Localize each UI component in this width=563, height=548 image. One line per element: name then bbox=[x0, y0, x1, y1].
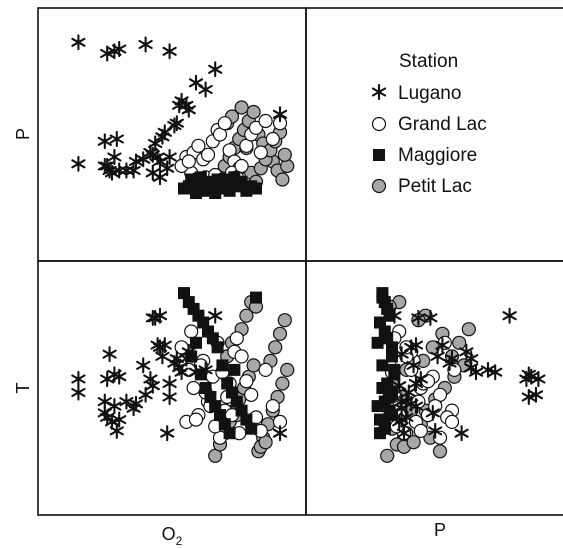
point-lugano-t-vs-p bbox=[456, 426, 468, 440]
bottom-label-p: P bbox=[434, 520, 446, 540]
point-petit-lac-p-vs-o2 bbox=[247, 106, 260, 119]
legend-label-maggiore: Maggiore bbox=[398, 145, 477, 166]
point-lugano-p-vs-o2 bbox=[164, 44, 176, 58]
point-lugano-t-vs-o2 bbox=[274, 426, 286, 440]
point-lugano-p-vs-o2 bbox=[154, 170, 166, 184]
point-grand-lac-p-vs-o2 bbox=[254, 146, 267, 159]
point-lugano-t-vs-o2 bbox=[101, 372, 113, 386]
point-lugano-t-vs-p bbox=[504, 309, 516, 323]
point-maggiore-t-vs-o2 bbox=[250, 292, 262, 304]
point-petit-lac-t-vs-p bbox=[453, 336, 466, 349]
point-petit-lac-t-vs-o2 bbox=[276, 377, 289, 390]
point-maggiore-p-vs-o2 bbox=[250, 183, 262, 195]
point-petit-lac-p-vs-o2 bbox=[278, 148, 291, 161]
point-maggiore-t-vs-p bbox=[372, 400, 384, 412]
point-petit-lac-t-vs-p bbox=[434, 445, 447, 458]
point-lugano-t-vs-o2 bbox=[72, 372, 84, 386]
point-grand-lac-t-vs-o2 bbox=[235, 350, 248, 363]
point-lugano-t-vs-o2 bbox=[209, 309, 221, 323]
point-grand-lac-t-vs-o2 bbox=[190, 413, 203, 426]
legend-marker-petit-lac bbox=[373, 180, 386, 193]
point-grand-lac-t-vs-o2 bbox=[185, 325, 198, 338]
point-maggiore-p-vs-o2 bbox=[224, 185, 236, 197]
legend-label-grand-lac: Grand Lac bbox=[398, 114, 487, 135]
point-lugano-t-vs-o2 bbox=[99, 395, 111, 409]
point-lugano-t-vs-o2 bbox=[164, 390, 176, 404]
point-grand-lac-t-vs-o2 bbox=[230, 332, 243, 345]
point-lugano-t-vs-o2 bbox=[104, 347, 116, 361]
point-lugano-p-vs-o2 bbox=[209, 62, 221, 76]
legend-marker-grand-lac bbox=[373, 118, 386, 131]
point-maggiore-t-vs-o2 bbox=[224, 427, 236, 439]
point-maggiore-t-vs-o2 bbox=[216, 359, 228, 371]
point-petit-lac-t-vs-o2 bbox=[247, 359, 260, 372]
legend-title: Station bbox=[399, 51, 458, 72]
point-maggiore-t-vs-o2 bbox=[228, 364, 240, 376]
point-lugano-p-vs-o2 bbox=[164, 150, 176, 164]
point-lugano-t-vs-o2 bbox=[137, 358, 149, 372]
point-lugano-t-vs-o2 bbox=[161, 426, 173, 440]
point-grand-lac-t-vs-o2 bbox=[245, 388, 258, 401]
point-grand-lac-p-vs-o2 bbox=[259, 115, 272, 128]
point-lugano-p-vs-o2 bbox=[72, 157, 84, 171]
point-grand-lac-p-vs-o2 bbox=[266, 133, 279, 146]
point-lugano-t-vs-o2 bbox=[164, 377, 176, 391]
points-layer bbox=[72, 35, 544, 462]
bottom-label-o2-subscript: 2 bbox=[176, 534, 183, 548]
point-grand-lac-t-vs-o2 bbox=[240, 375, 253, 388]
point-lugano-p-vs-o2 bbox=[147, 166, 159, 180]
point-petit-lac-t-vs-p bbox=[462, 323, 475, 336]
point-petit-lac-t-vs-o2 bbox=[278, 314, 291, 327]
legend: Station Lugano Grand Lac Maggiore Petit … bbox=[373, 51, 487, 197]
point-grand-lac-t-vs-o2 bbox=[266, 400, 279, 413]
point-maggiore-t-vs-p bbox=[374, 427, 386, 439]
point-petit-lac-t-vs-o2 bbox=[274, 327, 287, 340]
left-label-p: P bbox=[13, 128, 33, 140]
legend-marker-maggiore bbox=[373, 149, 385, 161]
point-maggiore-t-vs-p bbox=[384, 391, 396, 403]
point-maggiore-t-vs-o2 bbox=[212, 341, 224, 353]
point-maggiore-t-vs-p bbox=[376, 292, 388, 304]
point-petit-lac-t-vs-o2 bbox=[281, 363, 294, 376]
point-grand-lac-p-vs-o2 bbox=[202, 148, 215, 161]
point-maggiore-p-vs-o2 bbox=[228, 171, 240, 183]
point-petit-lac-p-vs-o2 bbox=[276, 173, 289, 186]
point-grand-lac-t-vs-o2 bbox=[187, 382, 200, 395]
point-maggiore-t-vs-p bbox=[372, 337, 384, 349]
point-petit-lac-t-vs-p bbox=[381, 449, 394, 462]
bottom-label-o2-main: O bbox=[162, 524, 176, 544]
left-label-t: T bbox=[13, 383, 33, 394]
point-grand-lac-t-vs-p bbox=[414, 424, 427, 437]
point-lugano-p-vs-o2 bbox=[200, 83, 212, 97]
point-lugano-p-vs-o2 bbox=[99, 134, 111, 148]
point-maggiore-t-vs-o2 bbox=[245, 423, 257, 435]
point-grand-lac-t-vs-p bbox=[446, 415, 459, 428]
legend-label-lugano: Lugano bbox=[398, 83, 461, 104]
point-maggiore-t-vs-o2 bbox=[190, 337, 202, 349]
legend-marker-lugano bbox=[373, 85, 385, 99]
point-lugano-t-vs-o2 bbox=[72, 386, 84, 400]
point-grand-lac-p-vs-o2 bbox=[182, 155, 195, 168]
legend-label-petit-lac: Petit Lac bbox=[398, 176, 472, 197]
point-grand-lac-p-vs-o2 bbox=[235, 160, 248, 173]
point-lugano-p-vs-o2 bbox=[190, 76, 202, 90]
point-lugano-p-vs-o2 bbox=[140, 38, 152, 52]
point-petit-lac-p-vs-o2 bbox=[235, 101, 248, 114]
point-grand-lac-t-vs-o2 bbox=[259, 363, 272, 376]
point-lugano-p-vs-o2 bbox=[72, 35, 84, 49]
point-lugano-p-vs-o2 bbox=[111, 132, 123, 146]
point-grand-lac-p-vs-o2 bbox=[218, 117, 231, 130]
bottom-label-o2: O2 bbox=[162, 524, 183, 548]
point-petit-lac-t-vs-o2 bbox=[269, 341, 282, 354]
point-maggiore-t-vs-p bbox=[388, 364, 400, 376]
panel-frame-t-vs-p bbox=[306, 261, 563, 515]
